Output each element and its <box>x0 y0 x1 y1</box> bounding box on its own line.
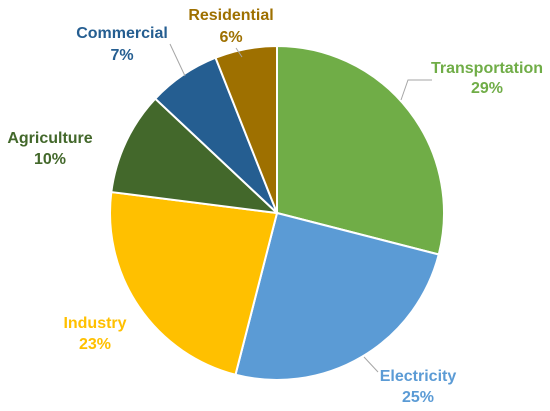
leader-line-electricity <box>363 356 379 373</box>
leader-lines <box>169 43 432 373</box>
leader-line-commercial <box>169 43 186 77</box>
pie-slice-industry <box>109 190 279 376</box>
pie-slice-electricity <box>234 211 440 381</box>
slice-label-transportation-name: Transportation <box>431 60 543 77</box>
pie-slice-transportation <box>276 44 445 256</box>
slice-label-residential-name: Residential <box>188 7 273 24</box>
slice-label-commercial-name: Commercial <box>76 25 168 42</box>
slice-label-residential-percent: 6% <box>219 29 242 46</box>
leader-line-transportation <box>400 79 432 101</box>
slice-label-transportation-percent: 29% <box>471 80 503 97</box>
slice-label-industry-name: Industry <box>63 315 126 332</box>
leader-line-residential <box>235 47 243 58</box>
slice-label-electricity-percent: 25% <box>402 389 434 406</box>
slice-label-agriculture-name: Agriculture <box>7 130 92 147</box>
pie-slice-agriculture <box>110 97 280 215</box>
slice-label-commercial-percent: 7% <box>110 47 133 64</box>
pie-slice-residential <box>214 44 278 214</box>
slice-label-industry-percent: 23% <box>79 336 111 353</box>
pie-slices <box>109 44 445 381</box>
slice-label-electricity-name: Electricity <box>380 368 457 385</box>
slice-label-agriculture-percent: 10% <box>34 151 66 168</box>
